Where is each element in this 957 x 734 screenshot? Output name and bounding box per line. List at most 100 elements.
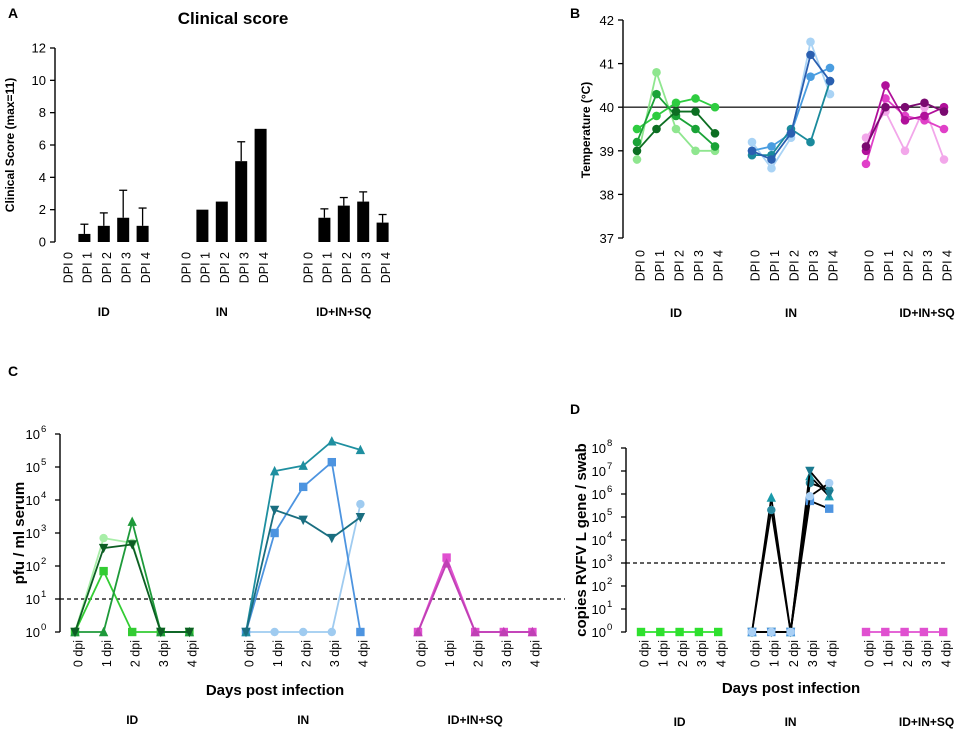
data-point — [710, 102, 720, 112]
y-tick-exponent: 5 — [41, 457, 46, 468]
data-point — [710, 142, 720, 151]
y-tick-label: 10 — [26, 526, 40, 541]
y-axis-title: copies RVFV L gene / swab — [573, 443, 590, 637]
data-point — [805, 466, 815, 477]
bar — [117, 217, 130, 242]
series-line — [751, 38, 831, 170]
y-tick-label: 42 — [600, 13, 614, 28]
category-label: 2 dpi — [299, 640, 313, 667]
data-point — [636, 627, 646, 637]
category-label: 4 dpi — [825, 640, 839, 667]
data-point — [861, 627, 871, 637]
data-point — [652, 89, 661, 99]
y-tick-exponent: 0 — [607, 622, 612, 633]
series-line — [74, 537, 190, 633]
category-label: 0 dpi — [242, 640, 256, 667]
bar — [376, 222, 389, 242]
category-label: 4 dpi — [714, 640, 728, 667]
category-label: 4 dpi — [939, 640, 953, 667]
data-point — [470, 626, 480, 637]
category-label: 3 dpi — [806, 640, 820, 667]
bar — [215, 201, 228, 242]
data-point — [694, 627, 704, 637]
group-label: ID — [126, 713, 138, 727]
data-point — [98, 543, 109, 554]
y-tick-label: 10 — [592, 579, 606, 594]
data-point — [747, 137, 757, 147]
y-tick-label: 2 — [39, 202, 46, 217]
data-point — [806, 50, 815, 60]
data-point — [881, 102, 890, 112]
x-axis-title: Days post infection — [206, 682, 344, 699]
data-point — [714, 627, 723, 637]
category-label: 1 dpi — [443, 640, 457, 667]
y-tick-label: 10 — [26, 625, 40, 640]
data-point — [656, 627, 665, 637]
y-tick-label: 10 — [592, 464, 606, 479]
data-point — [825, 504, 834, 513]
data-point — [900, 627, 909, 637]
y-tick-exponent: 0 — [41, 622, 46, 633]
data-point — [442, 553, 451, 562]
y-tick-label: 39 — [600, 144, 614, 159]
category-label: 3 dpi — [695, 640, 709, 667]
data-point — [632, 146, 642, 156]
category-label: DPI 0 — [301, 252, 315, 283]
bar — [196, 209, 209, 242]
bar — [318, 217, 331, 242]
series-line — [752, 499, 830, 633]
y-tick-exponent: 1 — [607, 599, 612, 610]
data-point — [691, 124, 700, 134]
data-point — [632, 155, 642, 164]
data-point — [413, 626, 423, 637]
group-label: ID+IN+SQ — [316, 305, 371, 319]
category-label: DPI 4 — [257, 252, 271, 283]
category-label: 0 dpi — [637, 640, 651, 667]
data-point — [939, 124, 949, 134]
data-point — [355, 513, 366, 523]
chart-title: Clinical score — [178, 9, 289, 28]
y-tick-exponent: 6 — [41, 424, 46, 435]
data-point — [527, 626, 538, 637]
data-point — [881, 94, 890, 103]
panel-label: D — [570, 401, 580, 417]
data-point — [691, 94, 700, 103]
data-point — [298, 515, 308, 526]
data-point — [767, 627, 776, 637]
y-tick-exponent: 8 — [607, 438, 612, 449]
category-label: 2 dpi — [471, 640, 485, 667]
data-point — [127, 516, 137, 526]
category-label: 4 dpi — [186, 640, 200, 667]
data-point — [920, 111, 929, 121]
data-point — [356, 499, 365, 509]
series-line — [751, 481, 830, 633]
category-label: 0 dpi — [71, 640, 85, 667]
data-point — [327, 533, 337, 544]
category-label: DPI 4 — [379, 252, 393, 283]
data-point — [98, 626, 109, 637]
y-tick-label: 10 — [26, 493, 40, 508]
category-label: DPI 4 — [940, 250, 954, 281]
data-point — [652, 68, 661, 77]
category-label: DPI 3 — [237, 252, 251, 283]
data-point — [786, 129, 796, 138]
category-label: DPI 4 — [826, 250, 840, 281]
y-tick-label: 0 — [39, 235, 46, 250]
data-point — [270, 528, 279, 538]
category-label: 3 dpi — [328, 640, 342, 667]
data-point — [499, 626, 509, 637]
category-label: DPI 1 — [653, 250, 667, 281]
y-tick-exponent: 6 — [607, 484, 612, 495]
category-label: 2 dpi — [676, 640, 690, 667]
data-point — [786, 627, 795, 637]
bar — [78, 233, 91, 242]
y-tick-label: 10 — [26, 427, 40, 442]
category-label: DPI 1 — [882, 250, 896, 281]
category-label: DPI 3 — [119, 252, 133, 283]
category-label: DPI 0 — [862, 250, 876, 281]
category-label: 0 dpi — [862, 640, 876, 667]
panel-label: A — [8, 5, 18, 21]
y-tick-exponent: 5 — [607, 507, 612, 518]
